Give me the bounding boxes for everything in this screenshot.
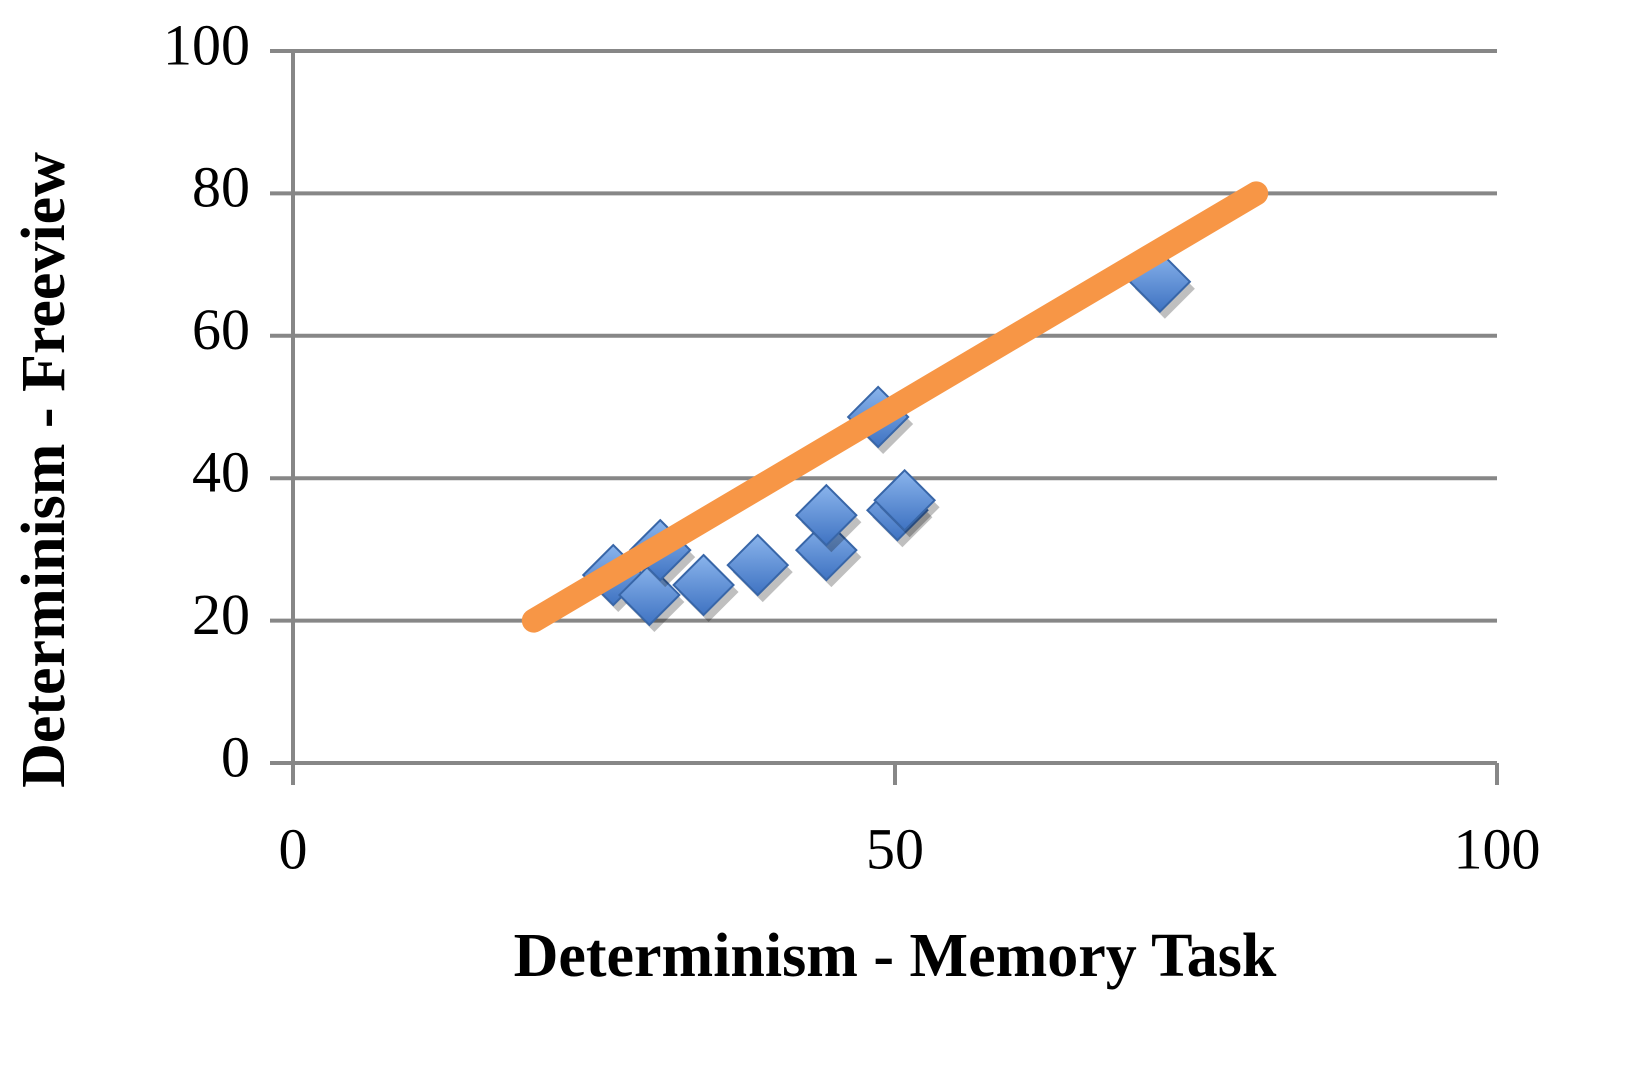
y-tick-label: 100: [163, 12, 250, 77]
data-point: [794, 518, 858, 582]
y-tick-label: 80: [192, 155, 250, 220]
data-point: [617, 563, 681, 627]
x-tick-label: 0: [279, 816, 308, 881]
y-tick-label: 60: [192, 297, 250, 362]
x-tick-label: 50: [866, 816, 924, 881]
data-point: [794, 483, 858, 547]
y-tick-label: 20: [192, 582, 250, 647]
y-axis-title: Determinism - Freeview: [10, 152, 78, 788]
fit-line: [521, 181, 1269, 633]
data-point: [873, 468, 937, 532]
data-point: [672, 553, 735, 617]
x-tick-label: 100: [1454, 816, 1541, 881]
data-point: [726, 533, 790, 597]
y-tick-label: 0: [221, 724, 250, 789]
x-axis-title: Determinism - Memory Task: [514, 922, 1277, 990]
y-tick-label: 40: [192, 440, 250, 505]
